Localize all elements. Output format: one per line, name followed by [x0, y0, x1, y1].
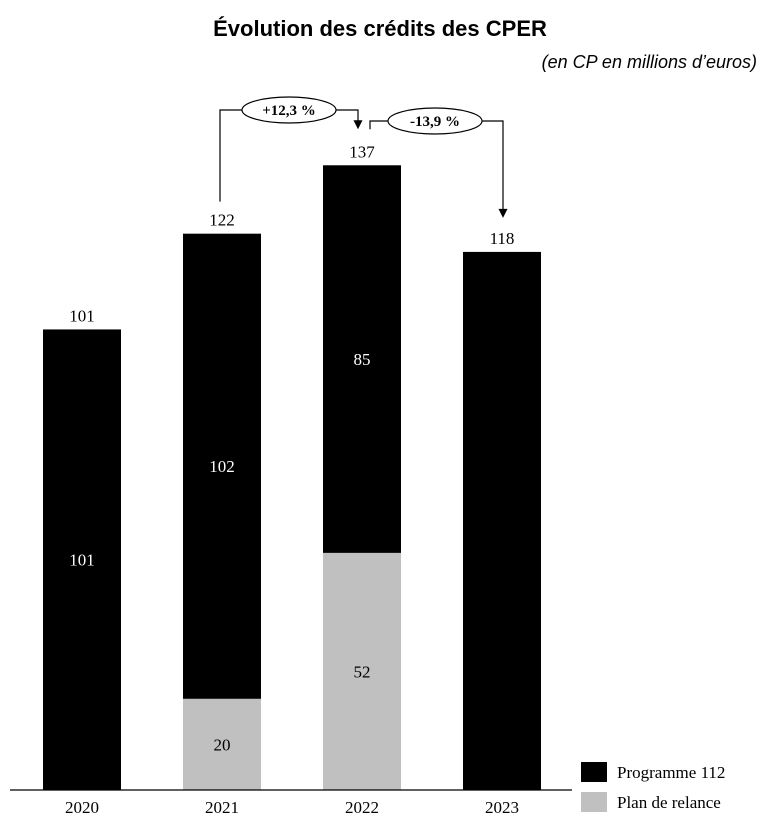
annotation-connector	[336, 109, 359, 122]
bar-total-label: 118	[490, 229, 515, 248]
annotation-arrowhead	[353, 120, 363, 130]
x-tick-labels: 2020 2021 2022 2023	[65, 798, 519, 817]
bar-total-label: 122	[209, 211, 235, 230]
legend-swatch	[581, 762, 607, 782]
annotation-connector	[369, 120, 388, 130]
bar-2021-programme-112	[183, 233, 261, 699]
change-annotations: +12,3 % -13,9 %	[219, 96, 508, 218]
bars-group: 101 101 20 102 122 52 85 137 118	[43, 142, 541, 791]
segment-value-label: 102	[209, 457, 235, 476]
segment-value-label: 52	[354, 662, 371, 681]
chart-subtitle: (en CP en millions d’euros)	[542, 52, 757, 72]
legend: Programme 112 Plan de relance	[581, 762, 725, 812]
x-tick-label: 2020	[65, 798, 99, 817]
bar-total-label: 101	[69, 306, 95, 325]
x-tick-label: 2021	[205, 798, 239, 817]
segment-value-label: 85	[354, 350, 371, 369]
annotation-oval	[241, 96, 337, 124]
annotation-connector	[482, 120, 504, 210]
chart-title: Évolution des crédits des CPER	[213, 16, 547, 41]
annotation-label: -13,9 %	[410, 114, 460, 130]
bar-2022-plan-de-relance	[323, 552, 401, 790]
legend-label: Plan de relance	[617, 793, 721, 812]
annotation-label: +12,3 %	[262, 103, 316, 119]
bar-2020-programme-112	[43, 329, 121, 790]
bar-2021-plan-de-relance	[183, 698, 261, 790]
segment-value-label: 20	[214, 735, 231, 754]
legend-swatch	[581, 792, 607, 812]
segment-value-label: 101	[69, 551, 95, 570]
bar-2022-programme-112	[323, 165, 401, 553]
annotation-oval	[387, 107, 483, 135]
annotation-arrowhead	[498, 208, 508, 218]
x-tick-label: 2022	[345, 798, 379, 817]
bar-2023-programme-112	[463, 251, 541, 791]
bar-total-label: 137	[349, 142, 375, 161]
legend-label: Programme 112	[617, 763, 725, 782]
annotation-connector	[219, 109, 242, 202]
x-tick-label: 2023	[485, 798, 519, 817]
